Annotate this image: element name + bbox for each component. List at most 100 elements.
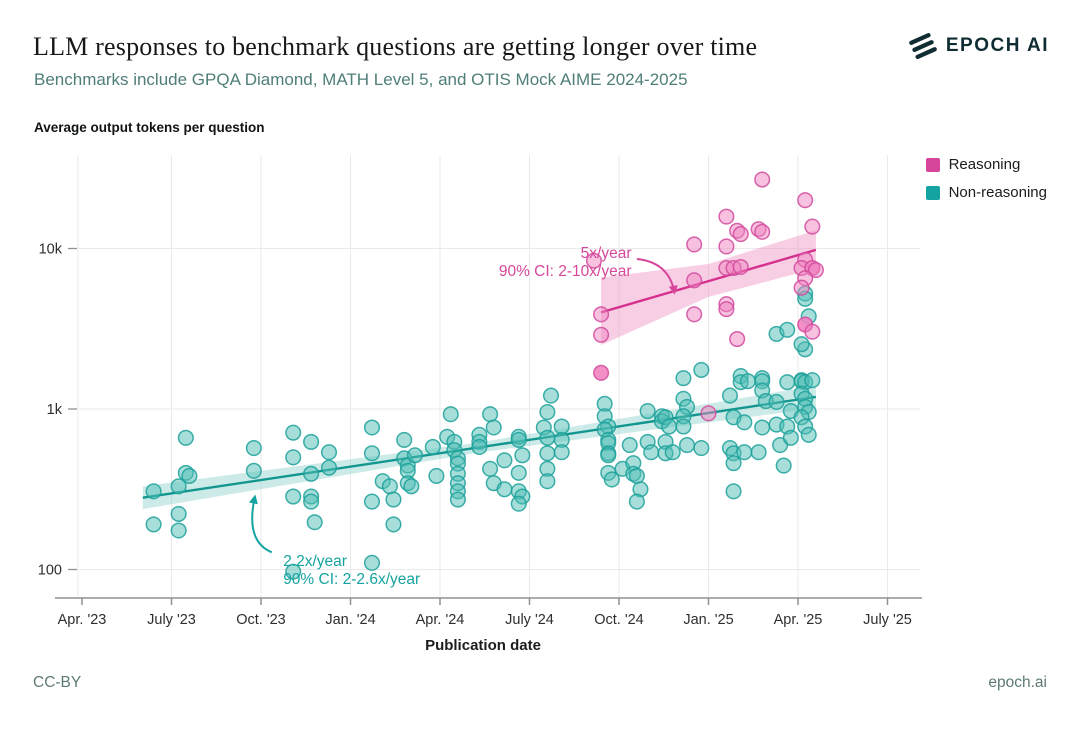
- legend-label-reasoning: Reasoning: [948, 156, 1021, 173]
- x-tick-label: Jan. '24: [325, 612, 375, 628]
- data-point-non-reasoning: [245, 462, 262, 479]
- reasoning-swatch-icon: [925, 157, 940, 172]
- data-point-reasoning: [754, 171, 771, 188]
- data-point-non-reasoning: [600, 447, 617, 464]
- data-point-non-reasoning: [145, 516, 162, 533]
- data-point-reasoning: [686, 272, 703, 289]
- data-point-non-reasoning: [363, 554, 381, 571]
- data-point-non-reasoning: [661, 418, 678, 435]
- data-point-reasoning: [718, 301, 735, 318]
- data-point-non-reasoning: [678, 437, 696, 454]
- data-point-non-reasoning: [539, 445, 556, 462]
- data-point-reasoning: [593, 364, 610, 381]
- data-point-reasoning: [593, 306, 610, 323]
- data-point-non-reasoning: [424, 438, 441, 456]
- data-point-non-reasoning: [303, 433, 320, 450]
- data-point-non-reasoning: [693, 440, 710, 457]
- data-point-non-reasoning: [285, 424, 302, 441]
- data-point-reasoning: [732, 226, 749, 243]
- data-point-non-reasoning: [539, 404, 556, 421]
- data-point-non-reasoning: [539, 429, 556, 446]
- data-point-non-reasoning: [800, 426, 817, 443]
- y-axis-title: Average output tokens per question: [34, 120, 265, 135]
- data-point-non-reasoning: [736, 414, 753, 431]
- data-point-non-reasoning: [442, 406, 459, 423]
- non-reasoning-swatch-icon: [925, 185, 940, 200]
- data-point-non-reasoning: [793, 336, 810, 353]
- annotation-non-reasoning: 2.2x/year: [283, 553, 347, 570]
- data-point-non-reasoning: [510, 464, 527, 481]
- data-point-non-reasoning: [485, 419, 502, 436]
- epoch-ai-logo-text: EPOCH AI: [945, 35, 1049, 56]
- data-point-non-reasoning: [496, 481, 513, 498]
- data-point-non-reasoning: [245, 440, 262, 457]
- license-text: CC-BY: [33, 674, 82, 691]
- data-point-non-reasoning: [385, 516, 402, 533]
- data-point-non-reasoning: [736, 444, 753, 461]
- data-point-reasoning: [754, 223, 771, 240]
- x-tick-label: Apr. '23: [58, 612, 107, 628]
- data-point-non-reasoning: [754, 419, 771, 436]
- data-point-non-reasoning: [396, 431, 413, 448]
- data-point-non-reasoning: [628, 493, 645, 510]
- data-point-non-reasoning: [363, 419, 381, 436]
- data-point-non-reasoning: [482, 406, 499, 423]
- data-point-non-reasoning: [664, 444, 681, 461]
- annotation-arrow: [251, 496, 273, 554]
- data-point-non-reasoning: [285, 449, 302, 466]
- data-point-non-reasoning: [363, 493, 381, 510]
- data-point-non-reasoning: [603, 471, 620, 488]
- epoch-ai-logo: EPOCH AI: [909, 33, 1049, 59]
- x-tick-label: July '25: [863, 612, 912, 628]
- data-point-reasoning: [686, 236, 703, 253]
- data-point-reasoning: [807, 262, 824, 279]
- confidence-band-reasoning: [601, 230, 816, 346]
- y-tick-label: 100: [38, 563, 62, 579]
- data-point-non-reasoning: [385, 491, 402, 508]
- data-point-reasoning: [797, 192, 814, 209]
- x-tick-label: July '23: [147, 612, 196, 628]
- data-point-reasoning: [804, 218, 821, 235]
- data-point-non-reasoning: [381, 478, 398, 495]
- data-point-non-reasoning: [721, 387, 739, 404]
- data-point-non-reasoning: [693, 361, 710, 378]
- legend-item-reasoning: Reasoning: [925, 156, 1021, 173]
- data-point-non-reasoning: [406, 447, 423, 464]
- data-point-non-reasoning: [750, 444, 767, 461]
- data-point-reasoning: [793, 279, 810, 296]
- data-point-non-reasoning: [675, 418, 692, 435]
- data-point-non-reasoning: [510, 431, 527, 448]
- data-point-non-reasoning: [303, 465, 320, 482]
- y-tick-label: 10k: [39, 242, 63, 258]
- data-point-non-reasoning: [539, 473, 556, 490]
- data-point-non-reasoning: [739, 373, 756, 390]
- data-point-non-reasoning: [553, 418, 570, 435]
- data-point-reasoning: [804, 323, 821, 340]
- data-point-reasoning: [585, 252, 602, 269]
- data-point-reasoning: [718, 238, 735, 255]
- page-subtitle: Benchmarks include GPQA Diamond, MATH Le…: [34, 70, 688, 89]
- annotation-non-reasoning: 90% CI: 2-2.6x/year: [283, 571, 420, 588]
- data-point-reasoning: [700, 405, 717, 422]
- data-point-reasoning: [718, 208, 735, 225]
- source-site-text: epoch.ai: [988, 674, 1047, 691]
- x-tick-label: Oct. '24: [594, 612, 644, 628]
- trend-line-reasoning: [600, 248, 817, 314]
- data-point-non-reasoning: [804, 372, 821, 389]
- data-point-non-reasoning: [428, 467, 445, 484]
- data-point-non-reasoning: [782, 429, 799, 446]
- x-tick-label: Apr. '25: [774, 612, 823, 628]
- annotation-arrowhead: [248, 494, 258, 505]
- scatter-plot: Apr. '23 July '23 Oct. '23 Jan. '24 Apr. '24…: [38, 155, 922, 654]
- data-point-non-reasoning: [170, 478, 187, 495]
- data-point-non-reasoning: [471, 438, 488, 456]
- data-point-non-reasoning: [621, 437, 638, 454]
- data-point-non-reasoning: [403, 478, 420, 495]
- data-point-reasoning: [732, 258, 749, 276]
- data-point-non-reasoning: [725, 483, 742, 500]
- page-title: LLM responses to benchmark questions are…: [33, 32, 758, 61]
- data-point-non-reasoning: [363, 445, 381, 462]
- x-tick-label: Jan. '25: [683, 612, 733, 628]
- data-point-non-reasoning: [306, 514, 323, 531]
- data-point-non-reasoning: [170, 522, 187, 539]
